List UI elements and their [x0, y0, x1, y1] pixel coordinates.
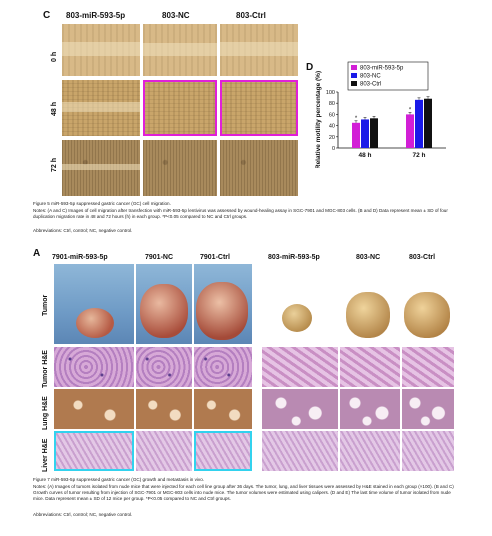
col-header-803-mir-right: 803-miR-593-5p — [268, 254, 320, 261]
col-header-803-mir: 803-miR-593-5p — [66, 11, 126, 20]
motility-bar-chart: 0 20 40 60 80 100 Relative motility percentage… — [315, 61, 446, 168]
row-label-lung-he: Lung H&E — [42, 396, 49, 430]
wound-image-0h-nc — [143, 24, 217, 76]
tumor-photo-7901-ctrl — [194, 264, 252, 344]
y-tick-label: 100 — [326, 90, 335, 96]
tumor-photo-803-ctrl — [402, 264, 454, 344]
fig7-caption-abbrev: Abbreviations: Ctrl, control; NC, negati… — [33, 512, 133, 517]
legend-label: 803-NC — [360, 74, 381, 80]
wound-image-48h-nc — [143, 80, 217, 136]
fig7-caption-title: Figure 7 miR-593-5p suppressed gastric c… — [33, 477, 205, 482]
tumor-he-803-ctrl — [402, 347, 454, 387]
liver-he-803-mir — [262, 431, 338, 471]
legend-box — [347, 61, 429, 91]
fig5-caption-abbrev: Abbreviations: Ctrl, control; NC, negati… — [33, 228, 133, 233]
lung-he-803-ctrl — [402, 389, 454, 429]
col-header-803-ctrl: 803-Ctrl — [236, 11, 266, 20]
col-header-7901-mir: 7901-miR-593-5p — [52, 254, 108, 261]
legend-swatch — [351, 73, 357, 78]
wound-image-48h-mir — [62, 80, 140, 136]
x-tick-label: 72 h — [412, 152, 425, 159]
significance-marker: * — [409, 107, 412, 113]
panel-c-label: C — [43, 10, 51, 21]
col-header-803-ctrl-right: 803-Ctrl — [409, 254, 436, 261]
bar — [406, 114, 414, 148]
fig5-caption-notes: Notes: (A and C) Images of cell migratio… — [33, 208, 448, 220]
lung-he-7901-nc — [136, 389, 192, 429]
lung-he-803-mir — [262, 389, 338, 429]
legend-swatch — [351, 81, 357, 86]
significance-marker: * — [355, 116, 358, 122]
legend-label: 803-Ctrl — [360, 82, 381, 88]
lung-he-7901-ctrl — [194, 389, 252, 429]
bar — [361, 119, 369, 148]
y-tick-label: 20 — [329, 135, 335, 141]
row-label-0h: 0 h — [51, 51, 58, 62]
panel-d-label: D — [306, 62, 314, 73]
tumor-he-803-mir — [262, 347, 338, 387]
legend-swatch — [351, 65, 357, 70]
wound-image-48h-ctrl — [220, 80, 298, 136]
wound-image-72h-nc — [143, 140, 217, 196]
legend-label: 803-miR-593-5p — [360, 66, 404, 72]
lung-he-7901-mir — [54, 389, 134, 429]
wound-image-0h-mir — [62, 24, 140, 76]
bar — [415, 99, 423, 148]
bar — [370, 118, 378, 148]
row-label-liver-he: Liver H&E — [42, 438, 49, 472]
tumor-photo-7901-mir — [54, 264, 134, 344]
y-axis-label: Relative motility percentage (%) — [315, 71, 322, 168]
y-tick-label: 80 — [329, 101, 335, 107]
col-header-803-nc-right: 803-NC — [356, 254, 381, 261]
liver-he-7901-ctrl — [194, 431, 252, 471]
liver-he-7901-nc — [136, 431, 192, 471]
wound-image-72h-mir — [62, 140, 140, 196]
y-tick-label: 60 — [329, 112, 335, 118]
bar — [352, 122, 360, 148]
wound-image-72h-ctrl — [220, 140, 298, 196]
bar — [424, 98, 432, 148]
tumor-photo-7901-nc — [136, 264, 192, 344]
y-tick-label: 0 — [332, 146, 335, 152]
col-header-7901-ctrl: 7901-Ctrl — [200, 254, 230, 261]
col-header-7901-nc: 7901-NC — [145, 254, 174, 261]
tumor-he-7901-nc — [136, 347, 192, 387]
row-label-48h: 48 h — [51, 101, 58, 116]
row-label-72h: 72 h — [51, 157, 58, 172]
tumor-he-7901-ctrl — [194, 347, 252, 387]
col-header-803-nc: 803-NC — [162, 11, 190, 20]
fig5-caption-title: Figure 5 miR-593-5p suppressed gastric c… — [33, 201, 171, 206]
lung-he-803-nc — [340, 389, 400, 429]
liver-he-803-ctrl — [402, 431, 454, 471]
liver-he-7901-mir — [54, 431, 134, 471]
panel-a-label: A — [33, 248, 41, 259]
x-tick-label: 48 h — [358, 152, 371, 159]
fig7-caption-notes: Notes: (A) Images of tumors isolated fro… — [33, 484, 454, 502]
tumor-he-7901-mir — [54, 347, 134, 387]
tumor-photo-803-mir — [262, 264, 338, 344]
wound-image-0h-ctrl — [220, 24, 298, 76]
row-label-tumor: Tumor — [42, 294, 49, 316]
tumor-he-803-nc — [340, 347, 400, 387]
liver-he-803-nc — [340, 431, 400, 471]
y-tick-label: 40 — [329, 124, 335, 130]
row-label-tumor-he: Tumor H&E — [42, 350, 49, 388]
tumor-photo-803-nc — [340, 264, 400, 344]
